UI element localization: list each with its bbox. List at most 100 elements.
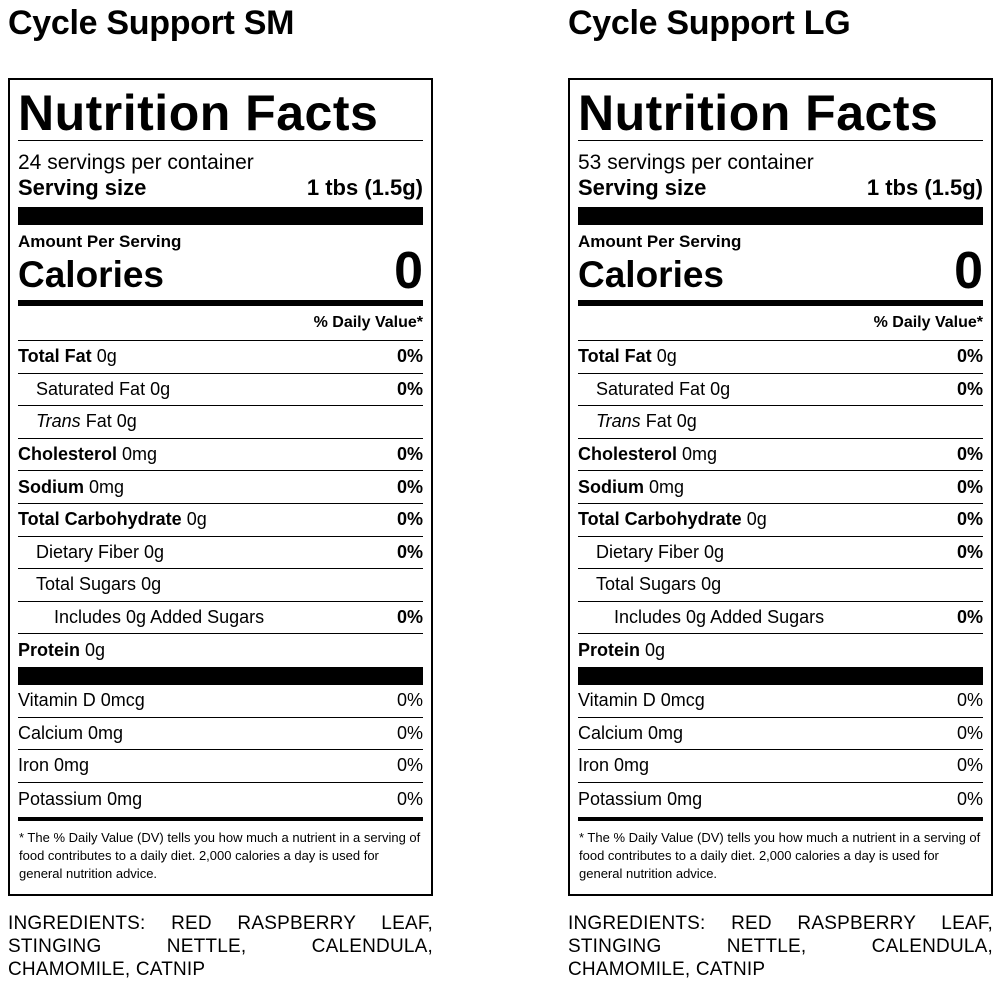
nutrient-dv: 0% <box>956 346 983 367</box>
nutrient-name: Total Sugars <box>596 574 697 595</box>
nutrient-name: Dietary Fiber <box>596 541 700 562</box>
nutrient-amount: Fat 0g <box>645 411 697 432</box>
nutrient-amount: Fat 0g <box>85 411 137 432</box>
vitamin-dv: 0% <box>396 722 423 743</box>
servings: 53 servings per container <box>578 151 814 174</box>
nutrient-amount: 0g <box>141 574 162 595</box>
vitamin-dv: 0% <box>956 722 983 743</box>
ingredients: INGREDIENTS: RED RASPBERRY LEAF, STINGIN… <box>568 913 993 980</box>
label-panel: Cycle Support SM Nutrition Facts 24 servin… <box>8 0 433 981</box>
nutrient-text: Total Sugars 0g <box>18 574 161 595</box>
nutrient-dv: 0% <box>956 476 983 497</box>
nutrient-name: Includes 0g Added Sugars <box>614 607 825 628</box>
nutrient-text: Sodium 0mg <box>578 477 684 498</box>
serving-size-row: Serving size 1 tbs (1.5g) <box>578 175 983 201</box>
vitamin-text: Potassium 0mg <box>578 789 702 810</box>
vitamin-text: Vitamin D 0mcg <box>578 690 705 711</box>
nutrient-text: Protein 0g <box>578 640 665 661</box>
calories-value: 0 <box>394 242 423 300</box>
nutrient-amount: 0g <box>96 346 117 367</box>
amount-per-serving: Amount Per Serving <box>578 232 742 251</box>
calories-value: 0 <box>954 242 983 300</box>
nutrient-text: Protein 0g <box>18 640 105 661</box>
serving-size-value: 1 tbs (1.5g) <box>306 175 423 200</box>
nutrient-dv: 0% <box>396 378 423 399</box>
nutrient-dv: 0% <box>396 346 423 367</box>
calories-label: Calories <box>18 254 165 295</box>
vitamin-name: Potassium <box>18 788 103 809</box>
nutrient-amount: 0g <box>710 378 731 399</box>
thick-rule <box>578 207 983 225</box>
nutrient-name: Protein <box>18 640 81 661</box>
serving-size-row: Serving size 1 tbs (1.5g) <box>18 175 423 201</box>
nutrient-amount: 0g <box>144 541 165 562</box>
nutrient-amount: 0g <box>704 541 725 562</box>
nutrient-dv: 0% <box>396 541 423 562</box>
nutrient-row: Protein 0g <box>578 634 983 667</box>
nutrient-amount: 0g <box>186 509 207 530</box>
nutrient-row: Trans Fat 0g <box>578 406 983 439</box>
medium-rule <box>578 817 983 822</box>
nutrient-row: Saturated Fat 0g 0% <box>18 374 423 407</box>
nutrient-dv: 0% <box>956 378 983 399</box>
vitamin-row: Calcium 0mg 0% <box>578 718 983 751</box>
nutrient-dv: 0% <box>396 607 423 628</box>
nutrient-dv: 0% <box>396 509 423 530</box>
nutrient-amount: 0g <box>85 640 106 661</box>
nutrient-name: Cholesterol <box>18 444 118 465</box>
nutrient-text: Dietary Fiber 0g <box>18 542 164 563</box>
nutrient-row: Total Sugars 0g <box>18 569 423 602</box>
nutrient-text: Total Sugars 0g <box>578 574 721 595</box>
nutrient-name: Cholesterol <box>578 444 678 465</box>
vitamin-name: Calcium <box>18 722 84 743</box>
serving-size-label: Serving size <box>578 175 707 200</box>
vitamin-row: Vitamin D 0mcg 0% <box>18 685 423 718</box>
nutrient-dv: 0% <box>956 541 983 562</box>
nutrient-name: Dietary Fiber <box>36 541 140 562</box>
nutrient-amount: 0g <box>656 346 677 367</box>
nutrient-amount: 0g <box>746 509 767 530</box>
nutrient-amount: 0g <box>645 640 666 661</box>
nutrient-dv: 0% <box>956 509 983 530</box>
nutrient-name: Total Fat <box>18 346 92 367</box>
servings: 24 servings per container <box>18 151 254 174</box>
vitamin-amount: 0mg <box>648 722 684 743</box>
nutrient-text: Total Fat 0g <box>18 346 117 367</box>
vitamin-amount: 0mcg <box>100 690 145 711</box>
vitamin-amount: 0mg <box>107 788 143 809</box>
nutrient-row: Saturated Fat 0g 0% <box>578 374 983 407</box>
nutrient-name: Sodium <box>18 476 84 497</box>
vitamin-row: Potassium 0mg 0% <box>18 783 423 816</box>
nutrient-text: Saturated Fat 0g <box>18 379 170 400</box>
vitamin-amount: 0mg <box>54 755 90 776</box>
vitamin-dv: 0% <box>956 755 983 776</box>
vitamin-text: Iron 0mg <box>18 755 89 776</box>
nutrient-text: Cholesterol 0mg <box>578 444 717 465</box>
serving-size-value: 1 tbs (1.5g) <box>866 175 983 200</box>
nutrient-text: Dietary Fiber 0g <box>578 542 724 563</box>
medium-rule <box>578 300 983 306</box>
product-title: Cycle Support SM <box>8 4 295 42</box>
vitamin-row: Potassium 0mg 0% <box>578 783 983 816</box>
vitamin-dv: 0% <box>956 788 983 809</box>
nutrient-text: Total Fat 0g <box>578 346 677 367</box>
vitamin-row: Vitamin D 0mcg 0% <box>578 685 983 718</box>
nutrient-row: Trans Fat 0g <box>18 406 423 439</box>
nutrient-name: Protein <box>578 640 641 661</box>
nutrient-text: Saturated Fat 0g <box>578 379 730 400</box>
calories-label: Calories <box>578 254 725 295</box>
nutrient-row: Protein 0g <box>18 634 423 667</box>
vitamin-amount: 0mcg <box>660 690 705 711</box>
heading: Nutrition Facts <box>18 80 423 141</box>
nutrient-row: Sodium 0mg 0% <box>18 471 423 504</box>
nutrient-amount: 0g <box>701 574 722 595</box>
vitamin-row: Iron 0mg 0% <box>18 750 423 783</box>
nutrient-amount: 0mg <box>122 444 158 465</box>
vitamin-amount: 0mg <box>614 755 650 776</box>
nutrient-name: Total Carbohydrate <box>578 509 742 530</box>
calories-row: Calories 0 <box>18 245 423 297</box>
nutrient-dv: 0% <box>396 476 423 497</box>
vitamin-dv: 0% <box>396 690 423 711</box>
ingredients: INGREDIENTS: RED RASPBERRY LEAF, STINGIN… <box>8 913 433 980</box>
